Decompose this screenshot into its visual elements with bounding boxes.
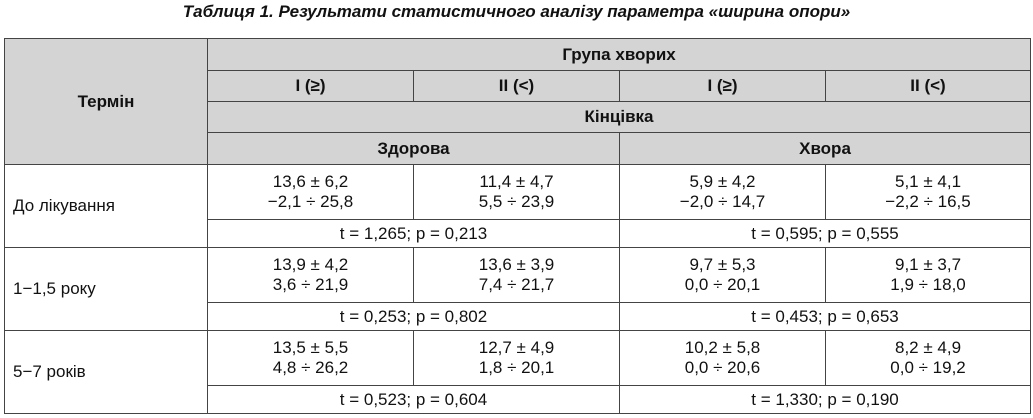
- value-line: 4,8 ÷ 26,2: [272, 358, 349, 377]
- value-line: 13,9 ± 4,2: [272, 255, 349, 274]
- term-header: Термін: [4, 38, 208, 165]
- value-cell: 13,6 ± 6,2 −2,1 ÷ 25,8: [207, 164, 414, 220]
- limb-header: Кінцівка: [206, 101, 1032, 133]
- test-cell: t = 0,453; p = 0,653: [618, 302, 1032, 331]
- limb-type-header: Здорова: [207, 132, 620, 165]
- value-line: 5,9 ± 4,2: [689, 172, 756, 191]
- value-line: 11,4 ± 4,7: [479, 172, 554, 191]
- table-title: Таблиця 1. Результати статистичного анал…: [182, 2, 851, 21]
- value-cell: 12,7 ± 4,9 1,8 ÷ 20,1: [413, 330, 620, 386]
- value-line: 8,2 ± 4,9: [894, 338, 962, 357]
- term-cell: 1−1,5 року: [4, 247, 208, 331]
- subgroup-header: I (≥): [207, 70, 414, 102]
- value-cell: 5,1 ± 4,1 −2,2 ÷ 16,5: [824, 164, 1032, 220]
- value-line: 3,6 ÷ 21,9: [272, 275, 349, 294]
- value-line: 9,7 ± 5,3: [689, 255, 756, 274]
- header-row: Здорова Хвора: [5, 132, 1032, 165]
- test-cell: t = 0,595; p = 0,555: [618, 219, 1032, 248]
- test-cell: t = 1,330; p = 0,190: [618, 385, 1032, 414]
- value-line: −2,0 ÷ 14,7: [679, 192, 766, 211]
- test-row: t = 0,523; p = 0,604 t = 1,330; p = 0,190: [5, 385, 1032, 414]
- value-line: 13,6 ± 3,9: [478, 255, 555, 274]
- value-line: 5,5 ÷ 23,9: [478, 192, 555, 211]
- value-cell: 9,7 ± 5,3 0,0 ÷ 20,1: [619, 247, 826, 303]
- value-cell: 9,1 ± 3,7 1,9 ÷ 18,0: [824, 247, 1032, 303]
- test-cell: t = 0,253; p = 0,802: [207, 302, 620, 331]
- value-line: 10,2 ± 5,8: [684, 338, 761, 357]
- value-cell: 8,2 ± 4,9 0,0 ÷ 19,2: [824, 330, 1032, 386]
- value-cell: 13,5 ± 5,5 4,8 ÷ 26,2: [207, 330, 414, 386]
- header-row: I (≥) II (<) I (≥) II (<): [5, 70, 1032, 102]
- value-line: 0,0 ÷ 20,6: [684, 358, 761, 377]
- value-row: До лікування 13,6 ± 6,2 −2,1 ÷ 25,8 11,4 ± …: [4, 164, 1032, 248]
- value-cell: 13,6 ± 3,9 7,4 ÷ 21,7: [413, 247, 620, 303]
- value-line: 9,1 ± 3,7: [894, 255, 962, 274]
- value-line: 5,1 ± 4,1: [894, 172, 962, 191]
- value-line: 12,7 ± 4,9: [478, 338, 555, 357]
- value-cell: 13,9 ± 4,2 3,6 ÷ 21,9: [207, 247, 414, 303]
- subgroup-header: I (≥): [619, 70, 826, 102]
- table-body: Термін Група хворих I (≥) II (<) I (≥) I…: [4, 38, 1032, 414]
- subgroup-header: II (<): [413, 70, 620, 102]
- value-line: 1,9 ÷ 18,0: [890, 275, 966, 294]
- value-line: 13,5 ± 5,5: [272, 338, 349, 357]
- value-row: 1−1,5 року 13,9 ± 4,2 3,6 ÷ 21,9 13,6 ± 3,9…: [4, 247, 1032, 331]
- value-line: 13,6 ± 6,2: [272, 172, 349, 191]
- term-cell: 5−7 років: [4, 330, 208, 414]
- term-cell: До лікування: [4, 164, 208, 248]
- test-row: t = 1,265; p = 0,213 t = 0,595; p = 0,555: [5, 219, 1032, 248]
- test-cell: t = 1,265; p = 0,213: [207, 219, 620, 248]
- value-line: 7,4 ÷ 21,7: [478, 275, 555, 294]
- test-cell: t = 0,523; p = 0,604: [207, 385, 620, 414]
- value-line: 1,8 ÷ 20,1: [478, 358, 555, 377]
- value-line: −2,2 ÷ 16,5: [885, 192, 971, 211]
- value-cell: 10,2 ± 5,8 0,0 ÷ 20,6: [619, 330, 826, 386]
- header-row: Кінцівка: [5, 101, 1032, 133]
- value-line: −2,1 ÷ 25,8: [267, 192, 354, 211]
- header-row: Термін Група хворих: [4, 38, 1032, 165]
- value-line: 0,0 ÷ 19,2: [890, 358, 966, 377]
- value-cell: 11,4 ± 4,7 5,5 ÷ 23,9: [413, 164, 620, 220]
- value-row: 5−7 років 13,5 ± 5,5 4,8 ÷ 26,2 12,7 ± 4,9 1…: [4, 330, 1032, 414]
- results-table: Термін Група хворих I (≥) II (<) I (≥) I…: [4, 38, 1032, 414]
- limb-type-header: Хвора: [618, 132, 1032, 165]
- subgroup-header: II (<): [824, 70, 1032, 102]
- group-header: Група хворих: [206, 38, 1032, 71]
- test-row: t = 0,253; p = 0,802 t = 0,453; p = 0,653: [5, 302, 1032, 331]
- value-cell: 5,9 ± 4,2 −2,0 ÷ 14,7: [619, 164, 826, 220]
- value-line: 0,0 ÷ 20,1: [684, 275, 761, 294]
